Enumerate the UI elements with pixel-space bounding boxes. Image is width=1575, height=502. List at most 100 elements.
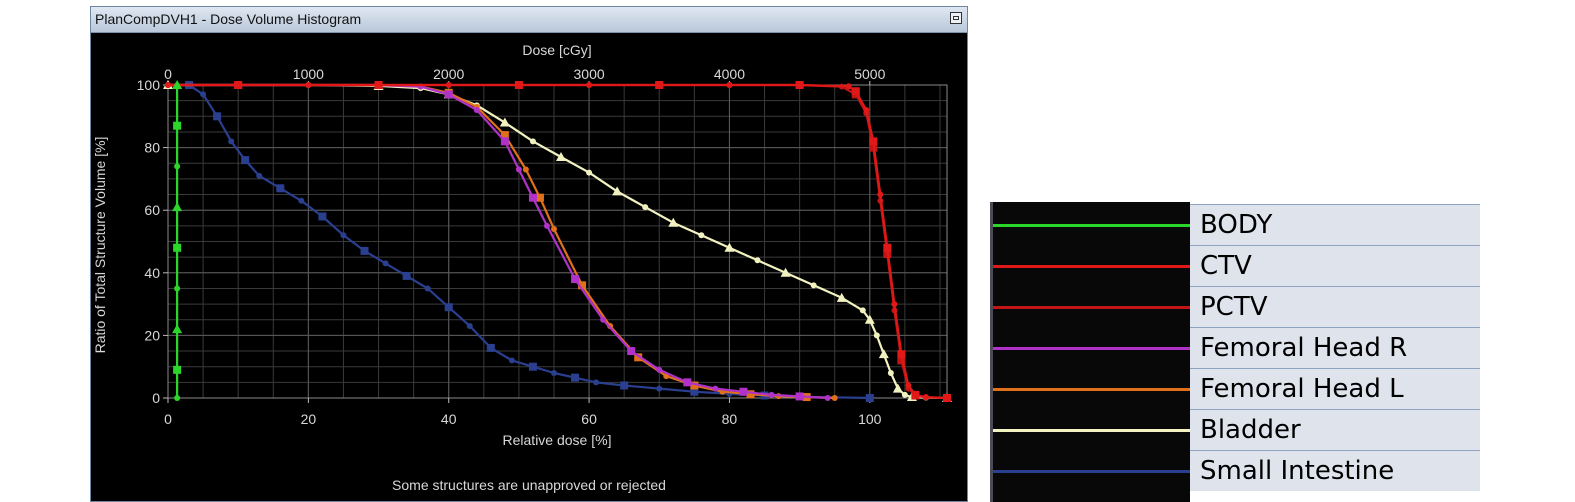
y-axis-label: Ratio of Total Structure Volume [%]	[92, 137, 108, 354]
data-point	[529, 138, 536, 145]
legend-label-cell: PCTV	[1190, 286, 1480, 327]
data-point	[500, 131, 509, 140]
legend-swatch	[993, 265, 1190, 268]
data-point	[276, 184, 285, 193]
series-ctv	[165, 81, 951, 402]
data-point	[515, 166, 522, 173]
top-tick-label: 0	[164, 66, 172, 82]
data-point	[593, 379, 600, 386]
data-point	[374, 81, 383, 89]
dvh-chart: 0 20 40 60 80 1000 1000 2000 3000 4000 50000204060…	[92, 42, 952, 448]
chart-axes: 0 20 40 60 80 1000 1000 2000 3000 4000 50000204060…	[137, 66, 948, 427]
y-tick-label: 100	[137, 77, 161, 93]
x-tick-label: 20	[301, 411, 317, 427]
data-point	[656, 385, 663, 392]
data-point	[901, 391, 908, 398]
data-point	[543, 222, 550, 229]
legend-label: CTV	[1200, 251, 1252, 281]
data-point	[810, 282, 817, 289]
data-point	[897, 356, 906, 365]
data-point	[863, 107, 870, 114]
data-point	[522, 166, 529, 173]
data-point	[655, 81, 664, 89]
data-point	[620, 381, 629, 390]
legend-item: BODY	[990, 204, 1480, 245]
y-tick-label: 80	[144, 140, 160, 156]
data-point	[836, 292, 847, 302]
data-point	[754, 257, 761, 264]
legend-swatch	[993, 224, 1190, 227]
data-point	[200, 91, 207, 98]
data-point	[586, 169, 593, 176]
data-point	[859, 307, 866, 314]
legend-label-cell: CTV	[1190, 245, 1480, 286]
legend-label: Small Intestine	[1200, 456, 1395, 486]
data-point	[668, 217, 679, 227]
x-tick-label: 80	[722, 411, 738, 427]
legend-swatch	[993, 429, 1190, 432]
data-point	[831, 395, 838, 401]
y-tick-label: 20	[144, 327, 160, 343]
data-point	[241, 156, 250, 165]
data-point	[173, 365, 182, 374]
data-point	[382, 260, 389, 267]
x-tick-label: 40	[441, 411, 457, 427]
data-point	[424, 285, 431, 292]
legend-panel: BODY CTV PCTV Femoral Head R Femoral Head L B…	[990, 202, 1480, 502]
data-point	[213, 112, 222, 121]
data-point	[571, 373, 580, 382]
data-point	[683, 378, 692, 387]
legend-label-cell: Bladder	[1190, 409, 1480, 450]
x-axis-label: Relative dose [%]	[503, 432, 612, 448]
data-point	[851, 87, 860, 96]
data-point	[698, 232, 705, 239]
data-point	[746, 390, 755, 399]
data-point	[845, 83, 852, 90]
legend-label: BODY	[1200, 210, 1273, 240]
data-point	[612, 186, 623, 196]
data-point	[340, 232, 347, 239]
x-tick-label: 60	[581, 411, 597, 427]
legend-item: CTV	[990, 245, 1480, 286]
data-point	[578, 281, 587, 290]
top-tick-label: 5000	[854, 66, 885, 82]
legend-label: PCTV	[1200, 292, 1268, 322]
data-point	[444, 303, 453, 312]
restore-window-button[interactable]	[950, 12, 962, 24]
x-tick-label: 100	[858, 411, 882, 427]
data-point	[172, 202, 183, 212]
data-point	[499, 117, 510, 127]
data-point	[690, 381, 699, 390]
data-point	[528, 362, 537, 371]
legend-label-cell: Femoral Head L	[1190, 368, 1480, 409]
y-tick-label: 40	[144, 265, 160, 281]
data-point	[466, 323, 473, 330]
data-point	[943, 394, 951, 402]
legend-label-cell: Femoral Head R	[1190, 327, 1480, 368]
data-point	[873, 332, 880, 339]
data-point	[878, 349, 889, 359]
data-point	[877, 191, 884, 198]
top-tick-label: 1000	[293, 66, 324, 82]
y-tick-label: 60	[144, 202, 160, 218]
legend-label: Bladder	[1200, 415, 1301, 445]
data-point	[508, 357, 515, 364]
series-body	[172, 80, 183, 401]
data-point	[305, 82, 312, 88]
data-point	[897, 350, 906, 359]
data-point	[905, 382, 912, 389]
data-point	[172, 80, 183, 89]
legend-label: Femoral Head R	[1200, 333, 1408, 363]
window-title: PlanCompDVH1 - Dose Volume Histogram	[95, 11, 362, 27]
data-point	[726, 82, 733, 88]
data-point	[864, 314, 875, 324]
data-point	[500, 137, 509, 146]
data-point	[173, 121, 182, 130]
data-point	[780, 267, 791, 277]
legend-item: Bladder	[990, 409, 1480, 450]
top-tick-label: 3000	[574, 66, 605, 82]
data-point	[234, 81, 243, 89]
data-point	[911, 390, 920, 399]
legend-label: Femoral Head L	[1200, 374, 1404, 404]
legend-swatch	[993, 388, 1190, 391]
